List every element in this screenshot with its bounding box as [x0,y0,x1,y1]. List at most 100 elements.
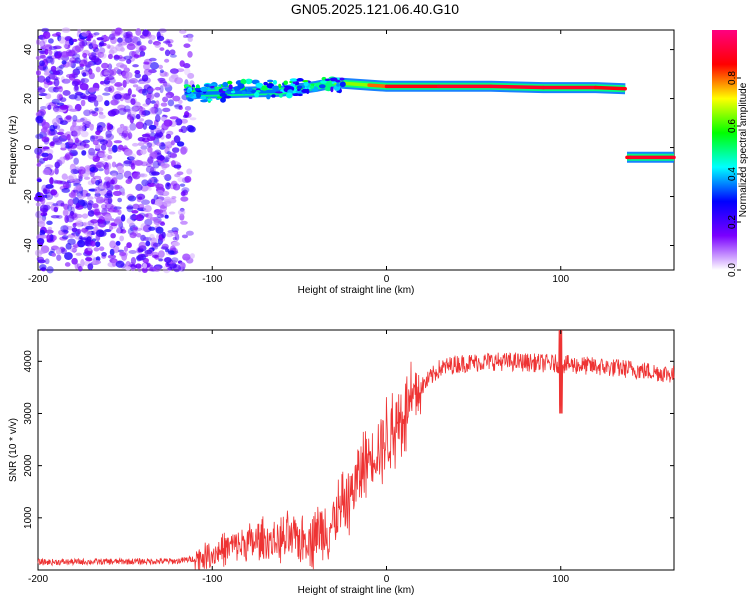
spectrogram-noise-cell [90,240,96,247]
spectrogram-noise-cell [146,142,153,148]
spectrogram-noise-cell [94,186,101,195]
spectrogram-track-blob [240,78,247,85]
spectrogram-noise-cell [110,36,117,45]
spectrogram-noise-cell [126,242,132,249]
spectrogram-noise-cell [159,154,165,161]
spectrogram-noise-cell [104,192,114,199]
spectrogram-noise-cell [164,58,170,63]
spectrogram-noise-cell [134,69,141,75]
spectrogram-noise-cell [72,114,78,122]
spectrogram-noise-cell [45,229,54,234]
spectrogram-track-blob [303,81,309,87]
spectrogram-noise-cell [162,96,169,103]
spectrogram-noise-cell [81,222,87,226]
spectrogram-noise-cell [83,176,91,180]
spectrogram-noise-cell [145,97,152,105]
spectrogram-track-blob [207,98,213,101]
spectrogram-x-tick-label: -200 [28,274,48,285]
spectrogram-noise-cell [178,105,183,111]
spectrogram-noise-cell [111,259,118,267]
spectrogram-noise-cell [108,149,113,155]
spectrogram-track-blob [283,80,289,86]
spectrogram-noise-cell [120,214,126,222]
spectrogram-noise-cell [139,45,147,51]
spectrogram-noise-cell [107,110,117,117]
spectrogram-noise-cell [41,136,50,143]
spectrogram-noise-cell [157,77,166,83]
spectrogram-noise-cell [76,220,83,228]
spectrogram-noise-cell [187,51,193,58]
spectrogram-noise-cell [104,228,112,233]
spectrogram-noise-cell [99,71,105,78]
spectrogram-noise-cell [179,207,185,212]
spectrogram-noise-cell [76,81,84,86]
spectrogram-noise-cell [49,124,56,132]
spectrogram-noise-cell [131,215,138,220]
spectrogram-noise-cell [42,146,50,150]
spectrogram-noise-cell [139,118,145,122]
spectrogram-noise-cell [75,66,84,70]
spectrogram-noise-cell [35,202,41,207]
spectrogram-noise-cell [175,118,183,126]
spectrogram-noise-cell [43,128,51,136]
spectrogram-noise-cell [130,266,136,272]
spectrogram-noise-cell [47,104,52,111]
spectrogram-noise-cell [67,234,76,239]
spectrogram-track-blob [219,92,227,97]
spectrogram-noise-cell [95,94,104,103]
spectrogram-y-tick-label: -20 [23,189,34,204]
spectrogram-noise-cell [62,90,71,96]
spectrogram-noise-cell [83,56,88,64]
spectrogram-track-blob [256,83,260,86]
spectrogram-noise-cell [49,177,54,185]
spectrogram-noise-cell [128,222,136,229]
spectrogram-track-blob [278,83,282,88]
spectrogram-noise-cell [135,121,144,130]
spectrogram-noise-cell [137,253,144,261]
spectrogram-y-axis-label: Frequency (Hz) [8,116,19,185]
spectrogram-noise-cell [116,69,123,75]
spectrogram-noise-cell [73,85,80,93]
spectrogram-noise-cell [37,259,46,264]
spectrogram-noise-cell [58,36,66,44]
spectrogram-track-blob [245,78,252,85]
spectrogram-noise-cell [46,220,53,225]
spectrogram-noise-cell [141,199,151,205]
spectrogram-track-segment [367,83,389,89]
spectrogram-noise-cell [38,216,46,224]
spectrogram-noise-cell [152,160,160,169]
colorbar-tick-label: 0.0 [727,263,738,277]
spectrogram-noise-cell [150,100,156,104]
spectrogram-noise-cell [144,249,153,255]
spectrogram-noise-cell [46,193,52,200]
spectrogram-noise-cell [109,225,114,231]
spectrogram-noise-cell [104,86,113,92]
spectrogram-track-blob [289,78,298,82]
spectrogram-noise-cell [58,65,65,69]
spectrogram-noise-cell [154,107,163,116]
spectrogram-noise-cell [144,213,149,218]
spectrogram-noise-cell [42,31,51,40]
spectrogram-noise-cell [113,184,121,190]
spectrogram-noise-cell [172,183,181,191]
spectrogram-noise-cell [121,132,127,139]
spectrogram-noise-cell [148,57,157,62]
spectrogram-noise-cell [85,123,94,128]
spectrogram-noise-cell [37,86,43,91]
spectrogram-noise-cell [53,50,59,57]
spectrogram-noise-cell [186,124,195,132]
spectrogram-noise-cell [131,142,139,147]
spectrogram-noise-cell [50,57,55,65]
spectrogram-noise-cell [154,128,161,133]
spectrogram-noise-cell [92,155,101,163]
spectrogram-noise-cell [169,54,177,58]
spectrogram-noise-cell [79,63,85,68]
spectrogram-noise-cell [162,265,171,274]
spectrogram-noise-cell [100,80,105,85]
spectrogram-noise-cell [180,125,188,134]
spectrogram-noise-cell [64,43,71,50]
spectrogram-noise-cell [67,59,73,67]
spectrogram-track-blob [271,94,276,98]
spectrogram-noise-cell [48,45,58,51]
